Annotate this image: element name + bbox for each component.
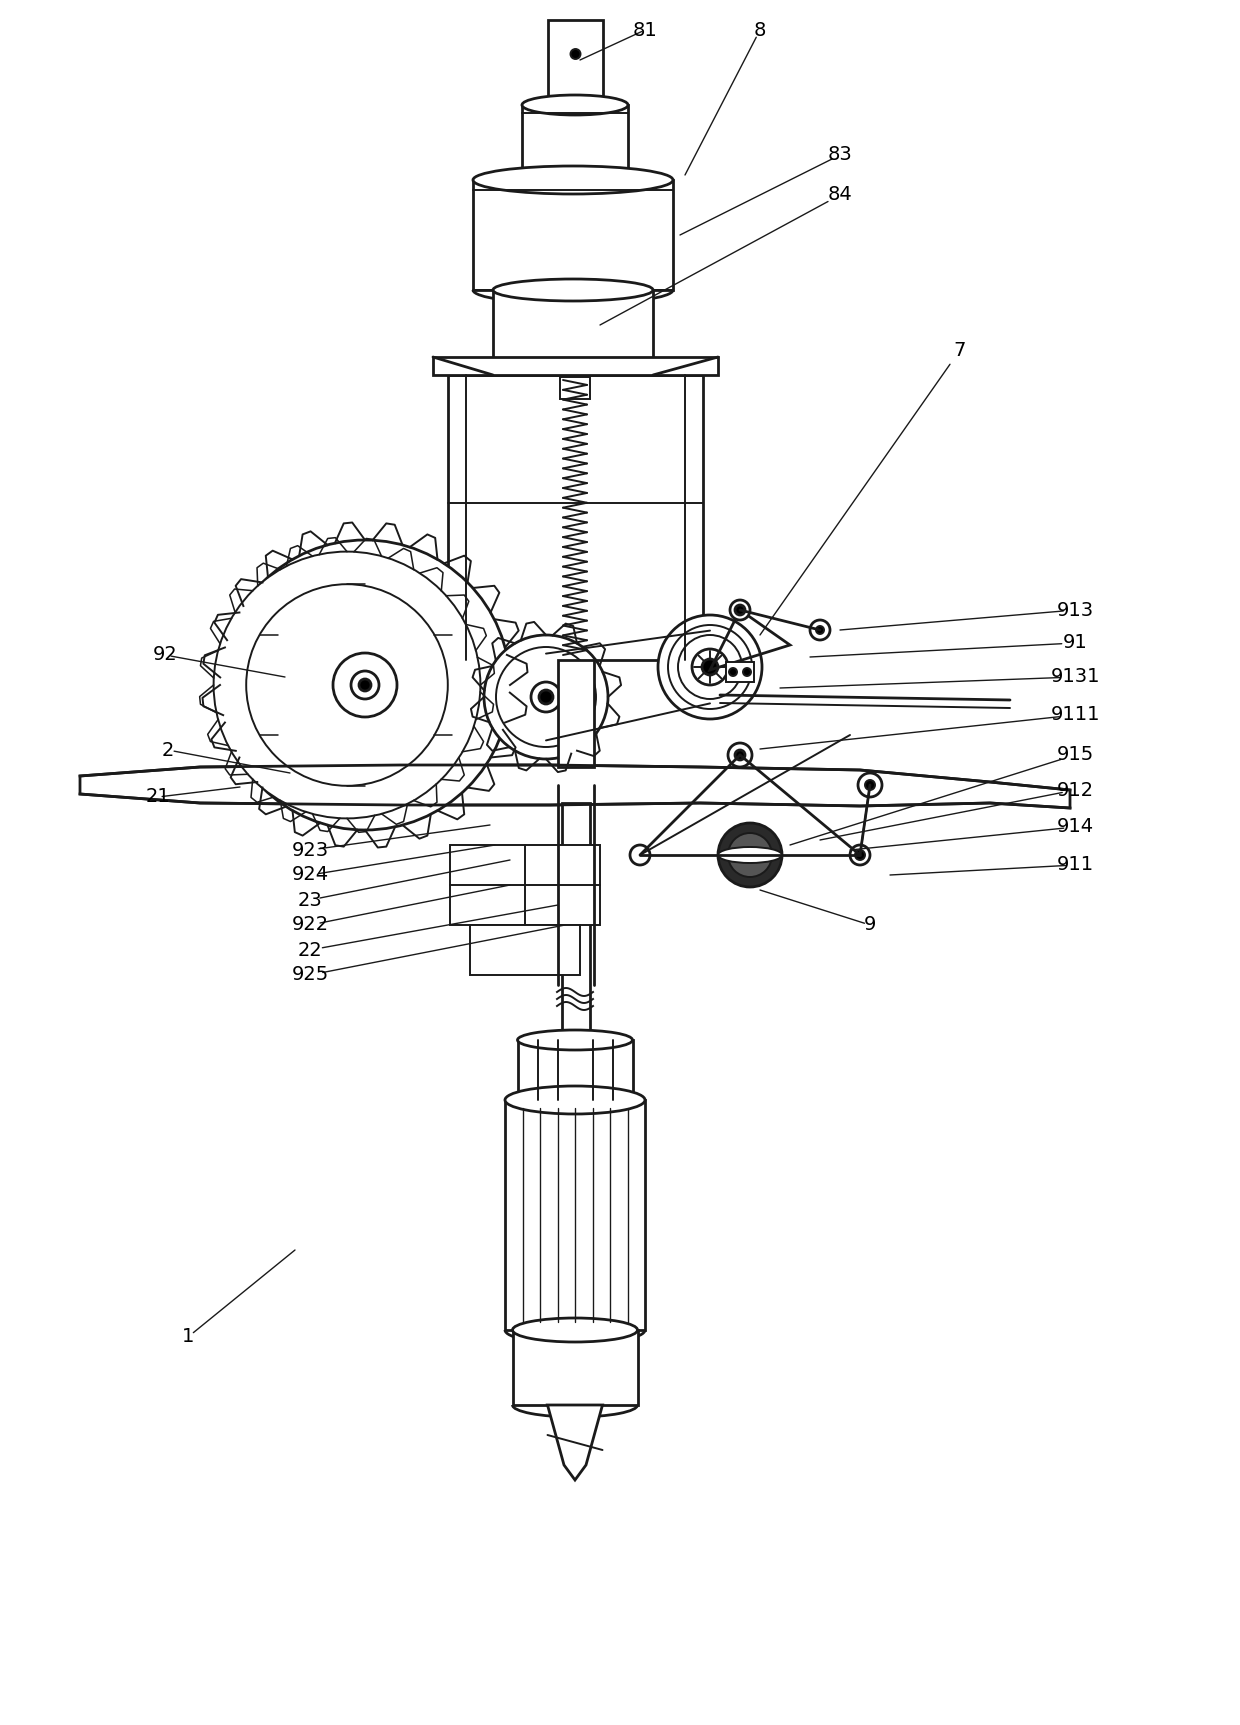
Circle shape — [668, 624, 751, 709]
Bar — [450, 845, 600, 925]
Text: 9: 9 — [864, 916, 877, 935]
Circle shape — [531, 681, 560, 712]
Circle shape — [729, 668, 737, 676]
Bar — [560, 378, 590, 398]
Circle shape — [858, 773, 882, 797]
Text: 92: 92 — [153, 645, 177, 664]
Bar — [548, 21, 603, 105]
Bar — [470, 925, 580, 975]
Text: 9111: 9111 — [1050, 706, 1100, 724]
Text: 1: 1 — [182, 1328, 195, 1347]
Text: 81: 81 — [632, 21, 657, 40]
Bar — [505, 1101, 645, 1330]
Text: 23: 23 — [298, 890, 322, 909]
Bar — [433, 357, 718, 374]
Text: 22: 22 — [298, 940, 322, 959]
Circle shape — [743, 668, 751, 676]
Bar — [512, 1330, 637, 1404]
Ellipse shape — [517, 1030, 632, 1051]
Text: 923: 923 — [291, 840, 329, 859]
Ellipse shape — [505, 1087, 645, 1114]
Circle shape — [866, 780, 875, 790]
Text: 9131: 9131 — [1050, 668, 1100, 687]
Ellipse shape — [472, 166, 673, 193]
Text: 7: 7 — [954, 340, 966, 359]
Circle shape — [816, 626, 825, 635]
Circle shape — [735, 750, 745, 761]
Circle shape — [334, 654, 397, 718]
Ellipse shape — [522, 95, 627, 116]
Ellipse shape — [718, 847, 782, 862]
Text: 914: 914 — [1056, 818, 1094, 837]
Text: 21: 21 — [145, 788, 170, 807]
Circle shape — [728, 833, 773, 876]
Text: 911: 911 — [1056, 856, 1094, 875]
Text: 2: 2 — [161, 740, 174, 759]
Circle shape — [810, 619, 830, 640]
Circle shape — [247, 585, 448, 787]
Circle shape — [630, 845, 650, 864]
Text: 922: 922 — [291, 916, 329, 935]
Circle shape — [360, 680, 371, 692]
Polygon shape — [548, 1404, 603, 1480]
Circle shape — [658, 616, 763, 719]
Circle shape — [849, 845, 870, 864]
Circle shape — [678, 635, 742, 699]
Circle shape — [856, 850, 866, 861]
Circle shape — [253, 573, 477, 797]
Bar — [725, 662, 754, 681]
Circle shape — [496, 647, 596, 747]
Polygon shape — [81, 764, 1070, 807]
Text: 91: 91 — [1063, 633, 1087, 652]
Circle shape — [213, 552, 480, 818]
Circle shape — [728, 743, 751, 768]
Text: 925: 925 — [291, 966, 329, 985]
Text: 913: 913 — [1056, 600, 1094, 619]
Text: 924: 924 — [291, 866, 329, 885]
Circle shape — [484, 635, 608, 759]
Circle shape — [692, 649, 728, 685]
Bar — [522, 105, 627, 179]
Text: 8: 8 — [754, 21, 766, 40]
Circle shape — [570, 48, 580, 59]
Bar — [448, 374, 703, 661]
Bar — [472, 179, 673, 290]
Bar — [562, 802, 590, 1373]
Circle shape — [539, 690, 553, 704]
Bar — [494, 290, 653, 374]
Text: 84: 84 — [827, 186, 852, 205]
Circle shape — [351, 671, 379, 699]
Circle shape — [735, 605, 745, 616]
Ellipse shape — [494, 279, 653, 300]
Circle shape — [702, 659, 718, 674]
Circle shape — [219, 540, 510, 830]
Ellipse shape — [512, 1318, 637, 1342]
Bar — [517, 1040, 632, 1101]
Circle shape — [742, 847, 758, 862]
Circle shape — [730, 600, 750, 619]
Text: 912: 912 — [1056, 780, 1094, 799]
Bar — [558, 661, 594, 768]
Circle shape — [718, 823, 782, 887]
Text: 83: 83 — [827, 145, 852, 164]
Text: 915: 915 — [1056, 745, 1094, 764]
